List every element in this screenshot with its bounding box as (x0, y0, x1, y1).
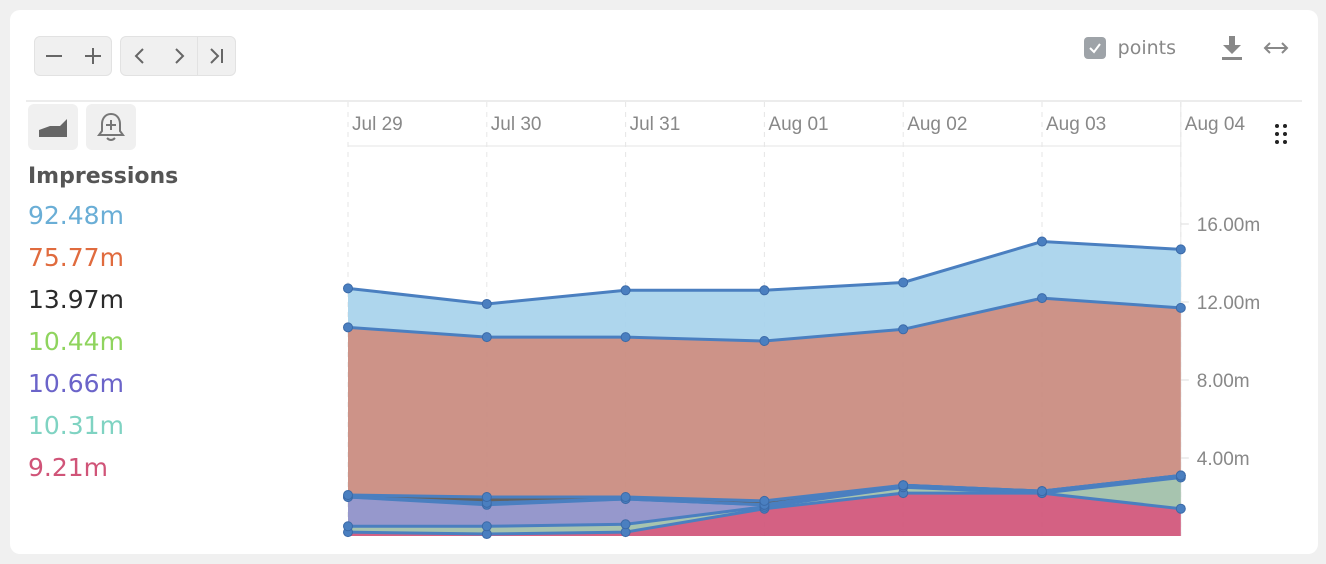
add-alert-button[interactable] (86, 104, 136, 150)
data-point (1175, 503, 1186, 514)
y-tick-label: 16.00m (1197, 215, 1260, 236)
chevron-left-icon (134, 48, 144, 64)
horizontal-arrows-icon (1263, 42, 1289, 54)
data-point (481, 521, 492, 532)
points-checkbox[interactable] (1083, 37, 1106, 59)
x-tick-label: Aug 02 (907, 114, 967, 135)
drag-dots-icon (1275, 124, 1287, 144)
last-button[interactable] (197, 37, 235, 75)
area-series (348, 475, 1181, 527)
data-point (343, 283, 353, 294)
legend-value: 9.21m (28, 453, 109, 482)
expand-button[interactable] (1262, 34, 1290, 62)
y-tick-label: 8.00m (1197, 371, 1250, 392)
data-point (898, 324, 909, 335)
x-tick-label: Aug 03 (1046, 114, 1106, 135)
data-point (898, 277, 909, 288)
x-tick-label: Jul 31 (630, 114, 681, 135)
x-tick-label: Jul 30 (491, 114, 542, 135)
data-point (343, 521, 353, 532)
y-tick-label: 4.00m (1197, 449, 1250, 470)
legend: Impressions 92.48m 75.77m 13.97m 10.44m 10.6… (28, 164, 178, 489)
legend-items: 92.48m 75.77m 13.97m 10.44m 10.66m 10.31m 9.21… (28, 195, 178, 489)
download-icon (1222, 36, 1242, 60)
data-point (759, 336, 770, 346)
data-point (1037, 293, 1047, 304)
legend-value: 92.48m (28, 201, 124, 230)
x-tick-label: Jul 29 (352, 114, 403, 135)
toolbar-divider (26, 100, 1302, 102)
zoom-out-button[interactable] (35, 37, 73, 75)
download-button[interactable] (1218, 34, 1246, 62)
checkmark-icon (1088, 43, 1101, 54)
data-point (620, 285, 631, 296)
area-chart-icon (39, 119, 67, 137)
data-point (1037, 486, 1047, 497)
y-tick-label: 12.00m (1197, 293, 1260, 314)
data-point (481, 298, 492, 309)
previous-button[interactable] (121, 37, 159, 75)
data-point (1175, 302, 1186, 313)
bell-plus-icon (97, 112, 125, 141)
chart-card: points Impressi (10, 10, 1318, 554)
legend-value: 75.77m (28, 243, 124, 272)
skip-to-end-icon (209, 48, 223, 64)
legend-value: 13.97m (28, 285, 124, 314)
minus-icon (46, 55, 62, 57)
navigation-controls (120, 36, 236, 76)
plus-icon (84, 48, 101, 64)
zoom-controls (34, 36, 112, 76)
area-series (348, 298, 1181, 501)
data-point (343, 490, 353, 501)
stacked-area-chart: Jul 29 Jul 30 Jul 31 Aug 01 Aug 02 Aug 03 Aug … (343, 102, 1260, 540)
x-tick-label: Aug 04 (1185, 114, 1246, 135)
x-tick-label: Aug 01 (768, 114, 828, 135)
chevron-right-icon (174, 48, 184, 64)
data-point (620, 519, 631, 530)
data-point (343, 322, 353, 333)
area-series (348, 493, 1181, 536)
data-point (1175, 470, 1186, 481)
data-point (620, 492, 631, 502)
next-button[interactable] (159, 37, 197, 75)
area-mode-button[interactable] (28, 104, 78, 150)
data-point (759, 285, 770, 296)
legend-title: Impressions (28, 164, 179, 189)
legend-value: 10.44m (28, 327, 124, 356)
data-point (620, 332, 631, 343)
points-label: points (1117, 37, 1176, 59)
legend-value: 10.31m (28, 411, 124, 440)
zoom-in-button[interactable] (73, 37, 111, 75)
data-point (481, 492, 492, 502)
data-point (1037, 236, 1047, 247)
data-point (759, 495, 770, 506)
data-point (481, 332, 492, 343)
data-point (1175, 244, 1186, 255)
top-right-controls: points (1083, 34, 1290, 62)
legend-value: 10.66m (28, 369, 124, 398)
data-point (898, 480, 909, 491)
more-options-button[interactable] (1274, 123, 1288, 149)
